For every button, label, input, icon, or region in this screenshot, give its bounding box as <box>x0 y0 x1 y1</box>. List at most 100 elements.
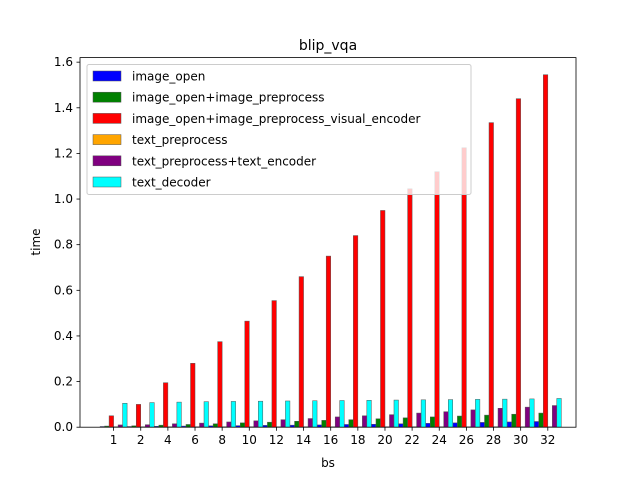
y-axis-label: time <box>29 228 43 255</box>
x-tick-label: 1 <box>110 433 118 447</box>
bar <box>258 400 264 428</box>
bar <box>122 402 128 428</box>
bar <box>230 401 236 428</box>
bar <box>307 418 313 428</box>
bar <box>416 412 422 428</box>
bar <box>452 422 458 428</box>
legend-swatch <box>92 176 122 188</box>
bar <box>362 415 368 428</box>
bar <box>375 418 381 428</box>
bar <box>280 419 286 428</box>
bar <box>448 399 453 428</box>
bar <box>402 417 408 428</box>
bar <box>457 415 463 428</box>
x-axis-label: bs <box>321 456 335 470</box>
bar <box>389 414 395 428</box>
bar <box>149 402 155 428</box>
bar <box>172 423 178 428</box>
bar <box>470 409 476 428</box>
bar <box>163 382 169 428</box>
x-tick-label: 28 <box>486 433 501 447</box>
bar <box>393 399 399 428</box>
bar <box>185 424 191 428</box>
legend-swatch <box>92 113 122 124</box>
y-tick-label: 0.8 <box>54 238 73 252</box>
x-tick-label: 8 <box>218 433 226 447</box>
x-tick-label: 2 <box>137 433 145 447</box>
bar <box>199 422 205 428</box>
bar <box>240 422 246 428</box>
bar <box>371 423 377 428</box>
bar <box>321 420 327 428</box>
y-tick-label: 1.2 <box>54 146 73 160</box>
bar <box>203 401 209 428</box>
y-tick-label: 0.6 <box>54 283 73 297</box>
legend-swatch <box>92 91 122 103</box>
legend: image_open image_open+image_preprocessima… <box>86 64 472 195</box>
x-tick-label: 6 <box>191 433 199 447</box>
legend-swatch <box>92 155 122 167</box>
y-tick-label: 0.2 <box>54 375 73 389</box>
bar <box>484 414 490 428</box>
y-tick-label: 1.0 <box>54 192 73 206</box>
plot-frame <box>79 57 577 428</box>
bar <box>267 421 273 428</box>
legend-label: text_preprocess+text_encoder <box>132 154 316 168</box>
bar <box>285 400 291 428</box>
bar <box>348 419 354 428</box>
y-tick-label: 1.4 <box>54 101 73 115</box>
legend-frame <box>86 64 472 195</box>
bar <box>135 404 141 428</box>
x-tick-label: 18 <box>350 433 365 447</box>
bar <box>515 98 521 428</box>
bar <box>226 421 232 428</box>
bar <box>434 171 440 428</box>
x-tick-label: 26 <box>459 433 474 447</box>
x-tick-label: 4 <box>164 433 172 447</box>
bar <box>312 400 318 428</box>
y-axis: 0.0 0.2 0.4 0.6 0.8 1.0 1.2 1.4 1.6 <box>54 55 80 434</box>
bar <box>108 415 114 428</box>
bar <box>506 421 512 428</box>
bar <box>479 422 485 428</box>
bar <box>420 399 426 428</box>
legend-label: image_open+image_preprocess <box>132 91 325 105</box>
bar <box>271 300 277 428</box>
bar <box>212 423 218 428</box>
legend-swatch <box>92 134 122 145</box>
bar <box>244 320 250 428</box>
legend-label: image_open <box>132 70 205 84</box>
bar <box>430 416 435 428</box>
bar <box>425 423 431 428</box>
bar <box>534 421 540 428</box>
bar <box>190 363 196 428</box>
bar <box>497 408 503 428</box>
bar <box>407 188 413 428</box>
y-tick-label: 0.4 <box>54 329 73 343</box>
x-tick-label: 30 <box>513 433 528 447</box>
legend-label: text_decoder <box>132 176 211 190</box>
x-axis: 1 2 4 6 8 10 12 14 16 18 20 22 24 26 28 30 32 <box>110 427 555 447</box>
bar <box>552 405 558 428</box>
bar <box>524 406 530 428</box>
bar <box>339 400 345 428</box>
x-tick-label: 20 <box>377 433 392 447</box>
bar <box>366 400 372 428</box>
x-tick-label: 32 <box>540 433 555 447</box>
bar <box>353 235 359 428</box>
bar <box>253 420 259 428</box>
x-tick-label: 14 <box>296 433 311 447</box>
bar <box>475 399 481 428</box>
bar <box>398 423 404 428</box>
x-tick-label: 12 <box>269 433 284 447</box>
bar <box>334 416 340 428</box>
bar <box>294 421 300 428</box>
legend-label: text_preprocess <box>132 133 227 147</box>
chart-title: blip_vqa <box>299 38 357 54</box>
x-tick-label: 24 <box>432 433 447 447</box>
bar <box>325 255 331 428</box>
bar <box>488 122 494 428</box>
bar <box>298 276 304 428</box>
legend-swatch <box>92 70 122 82</box>
